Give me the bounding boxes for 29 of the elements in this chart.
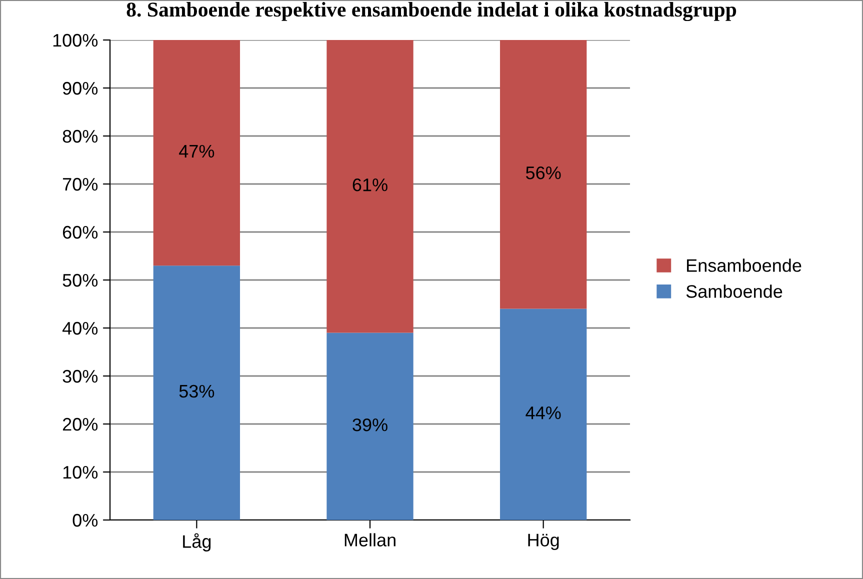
y-tick-label: 10%	[63, 466, 98, 479]
y-tick-label: 80%	[62, 130, 98, 143]
bar	[153, 40, 240, 266]
y-tick-label: 50%	[62, 274, 98, 287]
x-tick-label: Hög	[528, 534, 559, 550]
legend-label: Ensamboende	[687, 258, 802, 272]
x-tick-label: Låg	[183, 533, 211, 552]
y-tick-label: 40%	[62, 322, 98, 335]
data-label: 47%	[179, 144, 214, 158]
legend-label: Samboende	[686, 284, 782, 298]
y-tick-label: 60%	[62, 226, 98, 239]
bar	[153, 266, 240, 520]
y-tick-label: 70%	[62, 178, 98, 191]
y-tick-label: 0%	[72, 514, 98, 527]
y-tick-label: 30%	[62, 370, 98, 383]
bar	[500, 308, 587, 520]
bar	[326, 332, 414, 520]
bar	[500, 40, 587, 309]
data-label: 44%	[526, 406, 561, 420]
data-label: 39%	[352, 418, 388, 432]
y-tick-label: 100%	[53, 34, 98, 47]
y-tick-label: 90%	[62, 82, 98, 95]
data-label: 53%	[179, 384, 214, 398]
bar	[326, 40, 414, 333]
x-tick-label: Mellan	[344, 533, 396, 546]
data-label: 61%	[352, 178, 388, 192]
chart-title: 8. Samboende respektive ensamboende indelat i olika kostnadsgrupp	[126, 2, 736, 22]
y-tick-label: 20%	[62, 418, 98, 431]
data-label: 56%	[526, 166, 561, 180]
